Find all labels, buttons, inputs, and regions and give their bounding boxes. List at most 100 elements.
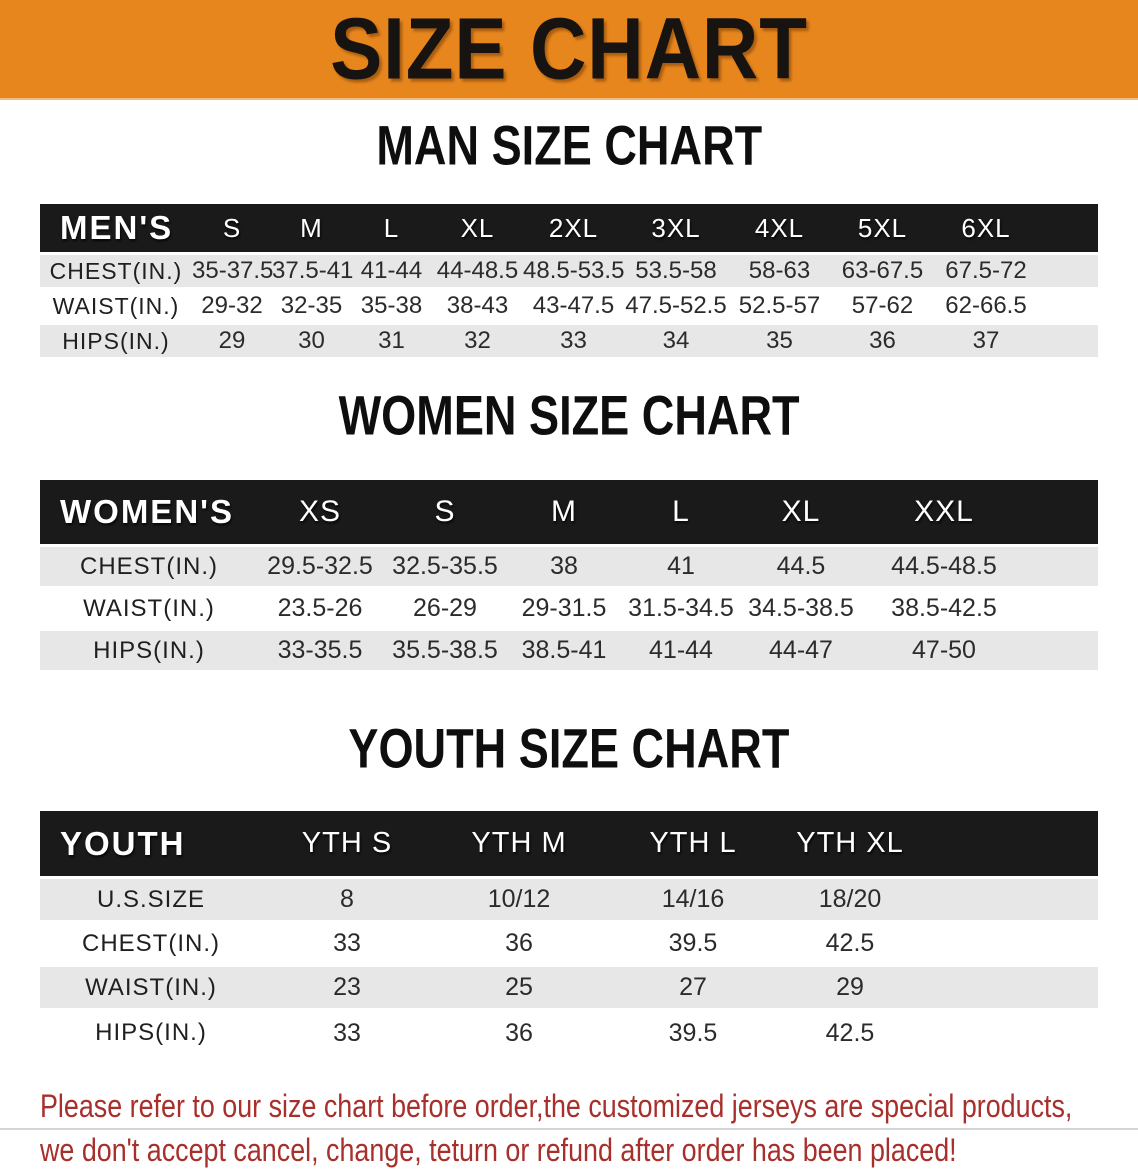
table-cell: 35 (766, 327, 793, 354)
table-cell: 23.5-26 (277, 594, 363, 622)
table-cell: 42.5 (825, 929, 875, 957)
disclaimer-line-2: we don't accept cancel, change, teturn o… (40, 1132, 957, 1168)
table-cell: 34 (662, 327, 690, 354)
table-cell: 33 (333, 929, 361, 957)
youth-header-row: YOUTH YTH S YTH M YTH L YTH XL (40, 811, 1098, 876)
row-label: HIPS(IN.) (93, 636, 205, 664)
disclaimer-line-1: Please refer to our size chart before or… (40, 1088, 1073, 1124)
column-header: XS (298, 495, 342, 528)
column-header: 3XL (651, 212, 701, 243)
table-cell: 35.5-38.5 (392, 636, 498, 664)
row-label: HIPS(IN.) (95, 1019, 207, 1046)
table-cell: 41 (667, 552, 695, 580)
table-cell: 48.5-53.5 (523, 257, 625, 284)
column-header: M (300, 212, 323, 243)
table-row: WAIST(IN.) 23.5-26 26-29 29-31.5 31.5-34… (40, 589, 1098, 628)
women-section-heading: WOMEN SIZE CHART (0, 383, 1138, 455)
row-label: HIPS(IN.) (62, 327, 170, 354)
youth-section-heading: YOUTH SIZE CHART (0, 716, 1138, 788)
table-cell: 33 (560, 327, 587, 354)
banner-title: SIZE CHART (330, 0, 808, 98)
column-header: YTH M (471, 827, 567, 859)
table-cell: 47.5-52.5 (625, 292, 727, 319)
row-label: CHEST(IN.) (49, 257, 183, 284)
table-cell: 8 (340, 885, 354, 913)
column-header: XXL (914, 495, 974, 528)
table-cell: 57-62 (851, 292, 914, 319)
youth-heading-text: YOUTH SIZE CHART (348, 716, 790, 780)
table-cell: 32-35 (280, 292, 343, 319)
men-heading-text: MAN SIZE CHART (376, 113, 762, 177)
table-row: CHEST(IN.) 33 36 39.5 42.5 (40, 923, 1098, 964)
table-cell: 39.5 (668, 929, 718, 957)
table-cell: 27 (679, 973, 707, 1001)
table-row: U.S.SIZE 8 10/12 14/16 18/20 (40, 879, 1098, 920)
table-row: WAIST(IN.) 23 25 27 29 (40, 967, 1098, 1008)
table-cell: 30 (298, 327, 325, 354)
column-header: S (434, 495, 456, 528)
table-cell: 32 (464, 327, 491, 354)
table-cell: 26-29 (413, 594, 477, 622)
table-cell: 29 (836, 973, 864, 1001)
table-cell: 34.5-38.5 (748, 594, 854, 622)
table-cell: 35-38 (360, 292, 423, 319)
row-label: WAIST(IN.) (52, 292, 180, 319)
table-row: WAIST(IN.) 29-32 32-35 35-38 38-43 43-47… (40, 290, 1098, 322)
size-chart-banner: SIZE CHART (0, 0, 1138, 100)
table-cell: 14/16 (661, 885, 725, 913)
row-label: WAIST(IN.) (85, 973, 217, 1001)
women-size-table: WOMEN'S XS S M L XL XXL CHEST(IN.) 29.5-… (40, 477, 1098, 673)
column-header: L (383, 212, 400, 243)
table-cell: 29-32 (201, 292, 263, 319)
table-cell: 31.5-34.5 (628, 594, 734, 622)
table-cell: 47-50 (912, 636, 976, 664)
table-cell: 33-35.5 (277, 636, 363, 664)
row-label: WAIST(IN.) (83, 594, 215, 622)
table-cell: 10/12 (487, 885, 551, 913)
table-cell: 38-43 (446, 292, 509, 319)
table-cell: 29.5-32.5 (267, 552, 373, 580)
table-cell: 44-48.5 (436, 257, 519, 284)
table-cell: 32.5-35.5 (392, 552, 498, 580)
table-cell: 43-47.5 (532, 292, 615, 319)
row-label: U.S.SIZE (96, 885, 206, 913)
youth-table-label: YOUTH (60, 824, 186, 862)
table-row: CHEST(IN.) 35-37.5 37.5-41 41-44 44-48.5… (40, 255, 1098, 287)
column-header: XL (460, 212, 495, 243)
table-cell: 41-44 (649, 636, 713, 664)
column-header: 6XL (961, 212, 1011, 243)
table-cell: 53.5-58 (635, 257, 717, 284)
women-header-row: WOMEN'S XS S M L XL XXL (40, 480, 1098, 544)
column-header: M (551, 495, 577, 528)
men-table-label: MEN'S (60, 209, 174, 246)
table-cell: 18/20 (818, 885, 882, 913)
table-cell: 52.5-57 (738, 292, 821, 319)
table-cell: 29 (218, 327, 246, 354)
bottom-divider (0, 1128, 1138, 1130)
men-size-table: MEN'S S M L XL 2XL 3XL 4XL 5XL 6XL CHEST… (40, 201, 1098, 360)
row-label: CHEST(IN.) (80, 552, 218, 580)
column-header: YTH L (649, 827, 737, 859)
column-header: YTH S (301, 827, 393, 859)
women-table-label: WOMEN'S (60, 493, 235, 530)
table-row: HIPS(IN.) 33-35.5 35.5-38.5 38.5-41 41-4… (40, 631, 1098, 670)
table-cell: 37.5-41 (272, 257, 354, 284)
table-row: HIPS(IN.) 33 36 39.5 42.5 (40, 1011, 1098, 1055)
table-row: HIPS(IN.) 29 30 31 32 33 34 35 36 37 (40, 325, 1098, 357)
column-header: 4XL (754, 212, 805, 243)
column-header: S (222, 212, 242, 243)
row-label: CHEST(IN.) (82, 929, 220, 957)
table-cell: 35-37.5 (192, 257, 274, 284)
table-cell: 44.5 (776, 552, 826, 580)
table-cell: 38 (550, 552, 578, 580)
men-header-row: MEN'S S M L XL 2XL 3XL 4XL 5XL 6XL (40, 204, 1098, 252)
table-cell: 38.5-41 (521, 636, 607, 664)
table-cell: 23 (333, 973, 361, 1001)
table-cell: 36 (869, 327, 896, 354)
youth-size-table: YOUTH YTH S YTH M YTH L YTH XL U.S.SIZE … (40, 808, 1098, 1058)
men-section-heading: MAN SIZE CHART (0, 113, 1138, 185)
table-cell: 58-63 (748, 257, 811, 284)
table-cell: 38.5-42.5 (891, 594, 997, 622)
table-cell: 41-44 (360, 257, 423, 284)
women-heading-text: WOMEN SIZE CHART (338, 383, 800, 447)
